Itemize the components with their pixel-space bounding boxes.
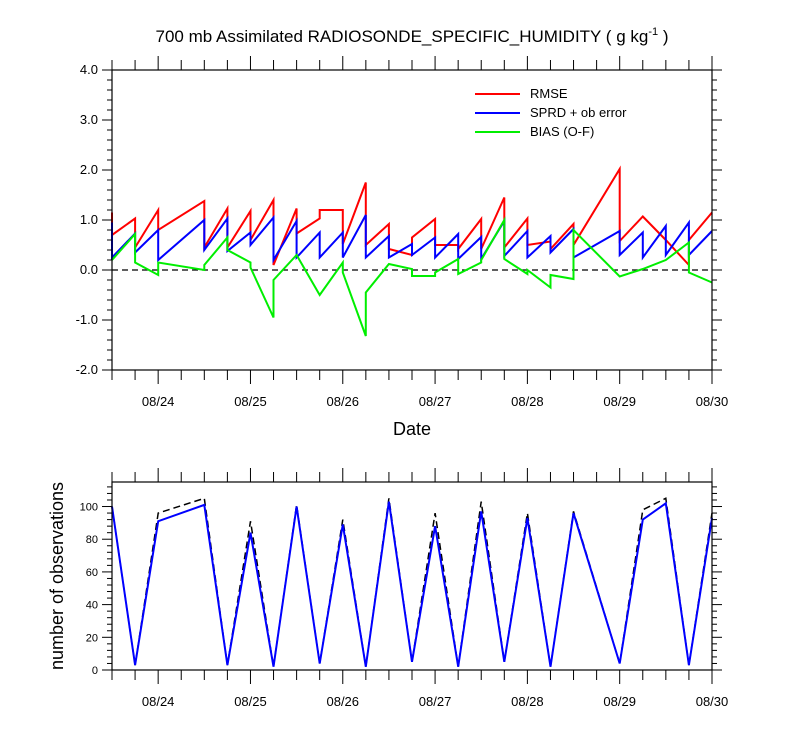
y-tick-label: 1.0 (80, 212, 98, 227)
x-axis-title: Date (393, 419, 431, 439)
y-tick-label: 100 (80, 502, 98, 514)
y-axis-title: number of observations (47, 482, 67, 670)
y-tick-label: 60 (86, 567, 98, 579)
y-tick-label: 20 (86, 632, 98, 644)
x-tick-label: 08/29 (603, 394, 636, 409)
y-tick-label: 3.0 (80, 112, 98, 127)
series-line-possible (111, 497, 713, 667)
y-tick-label: 4.0 (80, 62, 98, 77)
x-tick-label: 08/30 (696, 394, 729, 409)
x-tick-label: 08/29 (603, 694, 636, 709)
bottom-plot-area: 0 20 40 60 80 100 08/24 08/25 08/26 08/27 08/28 08/… (80, 468, 729, 709)
y-tick-label: 80 (86, 534, 98, 546)
x-tick-label: 08/24 (142, 694, 175, 709)
y-tick-label: 40 (86, 600, 98, 612)
top-plot-frame (111, 69, 713, 371)
series-line-used (111, 501, 713, 667)
chart-title: 700 mb Assimilated RADIOSONDE_SPECIFIC_H… (156, 26, 669, 46)
x-tick-label: 08/26 (326, 394, 359, 409)
bottom-plot-frame (111, 481, 713, 671)
x-tick-label: 08/24 (142, 394, 175, 409)
x-tick-label: 08/28 (511, 694, 544, 709)
top-chart: 700 mb Assimilated RADIOSONDE_SPECIFIC_H… (76, 26, 729, 439)
legend-label-bias: BIAS (O-F) (530, 124, 594, 139)
legend: RMSE SPRD + ob error BIAS (O-F) (475, 86, 627, 139)
series-line-sprd-ob-error (111, 214, 713, 264)
y-tick-label: 2.0 (80, 162, 98, 177)
x-tick-label: 08/30 (696, 694, 729, 709)
y-tick-label: 0 (92, 665, 98, 677)
x-tick-label: 08/27 (419, 694, 452, 709)
x-tick-label: 08/25 (234, 694, 267, 709)
y-tick-label: -1.0 (76, 312, 98, 327)
x-tick-label: 08/27 (419, 394, 452, 409)
legend-label-rmse: RMSE (530, 86, 568, 101)
x-tick-label: 08/28 (511, 394, 544, 409)
series-line-bias-o-f (111, 216, 713, 337)
legend-label-sprd: SPRD + ob error (530, 105, 627, 120)
y-tick-label: -2.0 (76, 362, 98, 377)
top-plot-area: -2.0 -1.0 0.0 1.0 2.0 3.0 4.0 08/24 08/25 08/26 08… (76, 56, 729, 409)
x-tick-label: 08/25 (234, 394, 267, 409)
bottom-chart: 0 20 40 60 80 100 08/24 08/25 08/26 08/27 08/28 08/… (47, 468, 728, 709)
y-tick-label: 0.0 (80, 262, 98, 277)
x-tick-label: 08/26 (326, 694, 359, 709)
